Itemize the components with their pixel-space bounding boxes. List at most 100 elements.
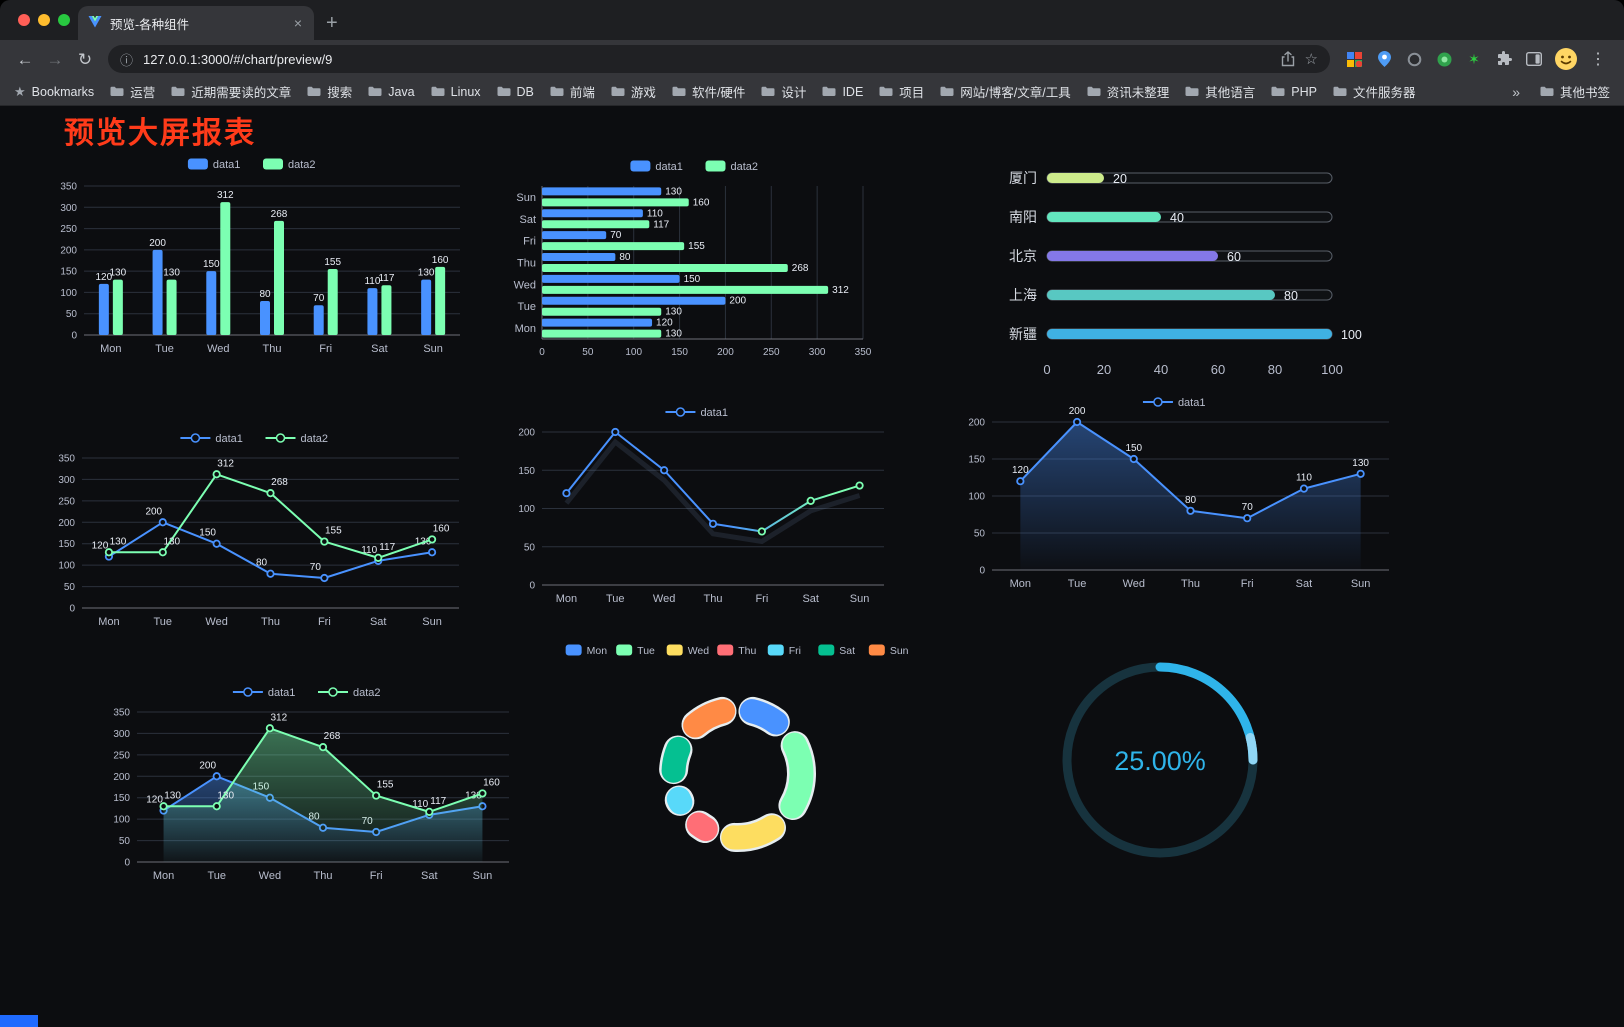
bookmark-label: IDE: [842, 84, 864, 99]
bookmark-item[interactable]: 文件服务器: [1333, 82, 1415, 101]
url-text[interactable]: 127.0.0.1:3000/#/chart/preview/9: [143, 51, 333, 67]
other-bookmarks[interactable]: 其他书签: [1540, 82, 1610, 101]
bookmark-item[interactable]: PHP: [1271, 82, 1317, 101]
bookmark-item[interactable]: 软件/硬件: [672, 82, 745, 101]
bookmark-item[interactable]: Linux: [431, 82, 481, 101]
address-bar[interactable]: ⓘ 127.0.0.1:3000/#/chart/preview/9 ☆: [108, 45, 1330, 73]
extension-icon-gray-circle[interactable]: [1404, 49, 1424, 69]
site-info-icon[interactable]: ⓘ: [120, 52, 134, 68]
svg-text:南阳: 南阳: [1009, 209, 1037, 225]
svg-text:312: 312: [217, 458, 234, 469]
svg-text:Sat: Sat: [802, 593, 819, 605]
svg-text:60: 60: [1227, 250, 1241, 264]
svg-text:data2: data2: [731, 161, 759, 173]
star-icon: ★: [14, 83, 26, 99]
svg-text:300: 300: [113, 729, 130, 740]
bookmark-item[interactable]: 游戏: [611, 82, 656, 101]
bookmark-item[interactable]: DB: [497, 82, 534, 101]
chart-line-gradient[interactable]: data1 0 50 100 150 200 Mon Tue Wed Thu Fri Sat Sun: [500, 398, 900, 613]
svg-text:155: 155: [325, 526, 342, 537]
svg-text:Fri: Fri: [523, 236, 536, 248]
folder-icon: [1087, 86, 1101, 96]
bookmarks-root-item[interactable]: ★ Bookmarks: [14, 84, 94, 100]
bookmark-label: 前端: [569, 86, 595, 100]
browser-tab[interactable]: 预览-各种组件 ×: [78, 6, 314, 40]
svg-text:data1: data1: [268, 687, 296, 699]
bookmarks-overflow-icon[interactable]: »: [1512, 83, 1520, 100]
bookmark-item[interactable]: 设计: [761, 82, 806, 101]
svg-text:Sat: Sat: [421, 870, 438, 882]
chart-horizontal-bar[interactable]: data1 data2 0 50 100 150 200 250 300 350 Mon Tue Wed…: [500, 152, 895, 367]
chart-line-two-series[interactable]: data1 data2 0 50 100 150 200 250 300 350 Mon Tue Wed…: [40, 424, 475, 636]
folder-icon: [761, 86, 775, 96]
extension-icon-colorful[interactable]: [1344, 49, 1364, 69]
svg-text:Wed: Wed: [259, 870, 281, 882]
chart-grouped-bar[interactable]: data1 data2 0 50 100 150 200 250 300 350 Mon Tue Wed…: [40, 150, 470, 365]
extensions-puzzle-icon[interactable]: [1494, 49, 1514, 69]
tab-strip: 预览-各种组件 × +: [0, 0, 1624, 40]
svg-text:Thu: Thu: [704, 593, 723, 605]
bookmark-item[interactable]: 资讯未整理: [1087, 82, 1169, 101]
bookmark-item[interactable]: 运营: [110, 82, 155, 101]
svg-text:120: 120: [92, 541, 109, 552]
svg-text:data1: data1: [655, 161, 683, 173]
folder-icon: [1185, 86, 1199, 96]
tab-close-icon[interactable]: ×: [293, 15, 302, 31]
extension-icon-pin[interactable]: [1374, 49, 1394, 69]
bookmark-page-star-icon[interactable]: ☆: [1304, 51, 1318, 68]
bookmark-item[interactable]: 搜索: [307, 82, 352, 101]
svg-text:上海: 上海: [1009, 287, 1037, 303]
svg-text:117: 117: [378, 273, 394, 284]
browser-menu-icon[interactable]: ⋮: [1590, 51, 1606, 68]
chart-line-area-two-series[interactable]: data1 data2 0 50 100 150 200 250 300 350 Mon Tue Wed…: [95, 678, 525, 890]
bookmark-label: 软件/硬件: [691, 86, 746, 100]
chart-donut[interactable]: Mon Tue Wed Thu Fri Sat Sun: [555, 638, 920, 873]
forward-icon[interactable]: →: [46, 49, 64, 69]
close-window-button[interactable]: [18, 14, 30, 26]
svg-text:0: 0: [539, 347, 545, 358]
profile-avatar[interactable]: [1554, 47, 1578, 71]
bookmark-item[interactable]: IDE: [822, 82, 863, 101]
folder-icon: [822, 86, 836, 96]
svg-text:Thu: Thu: [738, 645, 756, 657]
bookmark-item[interactable]: 项目: [879, 82, 924, 101]
svg-text:Sat: Sat: [371, 343, 388, 355]
bookmark-item[interactable]: 其他语言: [1185, 82, 1255, 101]
folder-icon: [879, 86, 893, 96]
svg-text:data2: data2: [288, 159, 316, 171]
back-icon[interactable]: ←: [16, 49, 34, 69]
fullscreen-window-button[interactable]: [58, 14, 70, 26]
svg-text:0: 0: [1043, 362, 1050, 377]
extension-icon-green-star[interactable]: ✶: [1468, 50, 1480, 67]
svg-text:Fri: Fri: [319, 343, 332, 355]
bookmark-item[interactable]: 网站/博客/文章/工具: [940, 82, 1071, 101]
svg-text:100: 100: [60, 288, 77, 299]
bookmark-label: 项目: [899, 86, 925, 100]
new-tab-button[interactable]: +: [326, 12, 338, 34]
bookmark-item[interactable]: Java: [368, 82, 415, 101]
minimize-window-button[interactable]: [38, 14, 50, 26]
bookmark-item[interactable]: 近期需要读的文章: [171, 82, 291, 101]
svg-text:Sat: Sat: [370, 616, 387, 628]
bookmark-label: 搜索: [327, 86, 353, 100]
folder-icon: [368, 86, 382, 96]
side-panel-icon[interactable]: [1524, 49, 1544, 69]
page-title: 预览大屏报表: [64, 117, 256, 150]
chart-gauge[interactable]: 25.00%: [1040, 640, 1280, 870]
svg-text:0: 0: [69, 604, 75, 615]
svg-text:Mon: Mon: [153, 870, 174, 882]
bookmark-item[interactable]: 前端: [550, 82, 595, 101]
svg-text:268: 268: [271, 477, 288, 488]
bookmarks-list: 运营 近期需要读的文章 搜索 Java Linux DB 前端 游戏 软件/硬件 设计 IDE 项目 网…: [110, 82, 1492, 101]
extension-icon-green-circle[interactable]: [1434, 49, 1454, 69]
browser-toolbar: ← → ↻ ⓘ 127.0.0.1:3000/#/chart/preview/9…: [0, 40, 1624, 78]
svg-text:130: 130: [217, 790, 234, 801]
svg-text:200: 200: [199, 760, 216, 771]
share-icon[interactable]: [1281, 51, 1295, 67]
svg-text:Tue: Tue: [154, 616, 173, 628]
chart-progress-bars[interactable]: 厦门 20 南阳 40 北京 60 上海 80 新疆 100 0 20 40 60 80 100: [995, 156, 1410, 386]
chart-line-area[interactable]: data1 0 50 100 150 200 Mon Tue Wed Thu Fri Sat Sun 12…: [950, 388, 1405, 598]
svg-text:Fri: Fri: [370, 870, 383, 882]
reload-icon[interactable]: ↻: [77, 49, 93, 69]
